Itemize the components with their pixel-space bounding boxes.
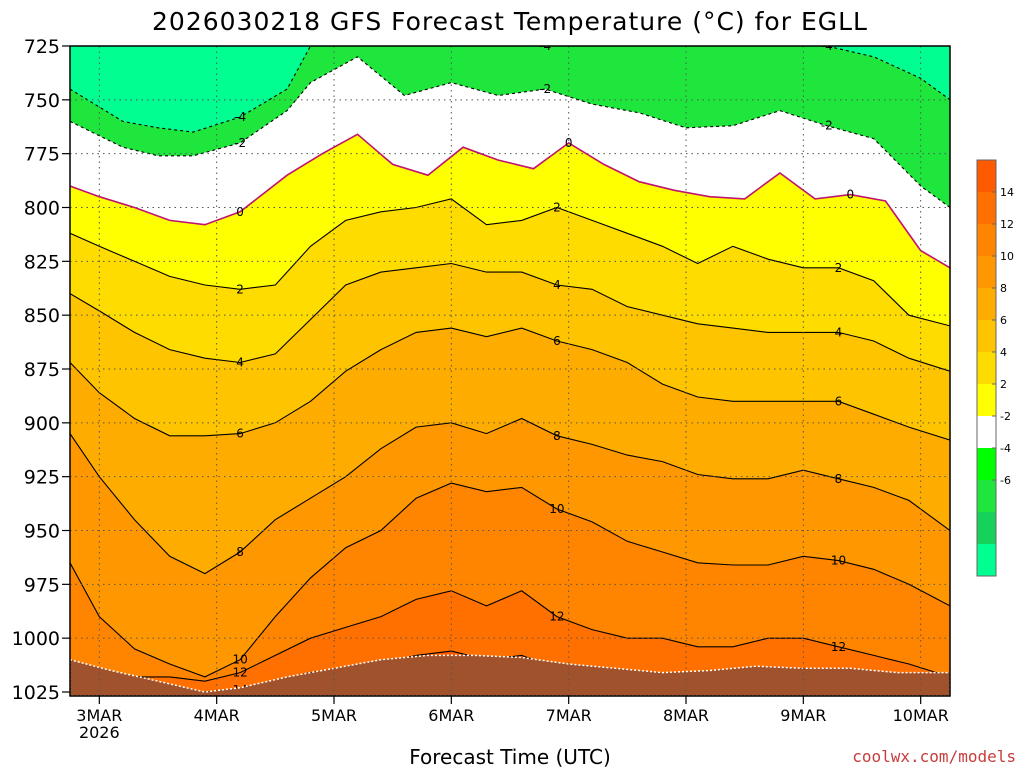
x-tick-label: 10MAR <box>893 706 949 725</box>
isotherm-label-10: 10 <box>232 653 247 667</box>
colorbar-label: -6 <box>1000 474 1011 487</box>
x-tick-label: 4MAR <box>194 706 240 725</box>
colorbar-frame <box>976 159 997 577</box>
isotherm-label-12: 12 <box>232 666 247 680</box>
isotherm-label-6: 6 <box>553 334 561 348</box>
y-tick-label: 850 <box>24 305 60 327</box>
colorbar-label: -2 <box>1000 410 1011 423</box>
isotherm-label-12: 12 <box>549 610 564 624</box>
isotherm-label-0: 0 <box>236 205 244 219</box>
x-tick-label: 8MAR <box>663 706 709 725</box>
isotherm-label-2: 2 <box>236 282 244 296</box>
isotherm--2 <box>70 56 950 208</box>
isotherm-label-4: 4 <box>835 325 843 339</box>
colorbar-segment <box>977 544 996 576</box>
colorbar-segment <box>977 256 996 288</box>
isotherm-label-4: 4 <box>553 278 561 292</box>
band-above-10 <box>70 483 950 696</box>
isotherm-label-6: 6 <box>835 394 843 408</box>
isotherm-0 <box>70 133 950 269</box>
y-tick-label: 925 <box>24 467 60 489</box>
y-tick-label: 750 <box>24 90 60 112</box>
isotherm-label-0: 0 <box>846 188 854 202</box>
isotherm-label-10: 10 <box>831 554 846 568</box>
y-tick-label: 975 <box>24 574 60 596</box>
colorbar-segment <box>977 384 996 416</box>
colorbar-label: 6 <box>1000 314 1007 327</box>
x-tick-label: 6MAR <box>428 706 474 725</box>
y-tick-label: 775 <box>24 144 60 166</box>
credit-text: coolwx.com/models <box>852 747 1016 766</box>
isotherm-label--2: -2 <box>821 119 833 133</box>
x-tick-sublabel: 2026 <box>79 723 120 742</box>
colorbar-segment <box>977 448 996 480</box>
isotherm-label--4: -4 <box>234 110 246 124</box>
isotherm-10 <box>70 482 950 678</box>
isotherm-label--2: -2 <box>539 82 551 96</box>
chart-title: 2026030218 GFS Forecast Temperature (°C)… <box>152 7 868 36</box>
isotherm-label-8: 8 <box>553 429 561 443</box>
colorbar-segment <box>977 160 996 192</box>
isotherm-6 <box>70 327 950 441</box>
x-tick-label: 3MAR <box>76 706 122 725</box>
isotherm-label-10: 10 <box>549 502 564 516</box>
x-tick-label: 7MAR <box>546 706 592 725</box>
y-tick-label: 875 <box>24 359 60 381</box>
isotherm-label-6: 6 <box>236 427 244 441</box>
isotherm-8 <box>70 417 950 575</box>
colorbar-label: -4 <box>1000 442 1011 455</box>
isotherm-4 <box>70 262 950 372</box>
y-tick-label: 1025 <box>12 682 60 704</box>
isotherm-label--4: -4 <box>821 39 833 53</box>
isotherm-label--2: -2 <box>234 136 246 150</box>
isotherm-label-0: 0 <box>565 136 573 150</box>
colorbar-label: 2 <box>1000 378 1007 391</box>
colorbar: 14 12 10 8 6 4 2 -2 -4 -6 <box>976 159 1014 577</box>
colorbar-segment <box>977 288 996 320</box>
x-tick-label: 5MAR <box>311 706 357 725</box>
colorbar-label: 8 <box>1000 282 1007 295</box>
isotherm-label-8: 8 <box>236 545 244 559</box>
y-tick-label: 725 <box>24 36 60 58</box>
isotherm-2 <box>70 198 950 327</box>
isotherm-label-2: 2 <box>835 261 843 275</box>
plot-area: -4-4-4-2-2-20002224446668881010101212121… <box>70 39 950 696</box>
isotherm-label-4: 4 <box>236 356 244 370</box>
colorbar-segment <box>977 192 996 224</box>
colorbar-segment <box>977 224 996 256</box>
colorbar-label: 4 <box>1000 346 1007 359</box>
y-tick-label: 800 <box>24 198 60 220</box>
y-axis: 725 750 775 800 825 850 875 900 925 950 975 1000 102… <box>12 36 70 704</box>
isotherm-label-12: 12 <box>831 640 846 654</box>
x-axis-label: Forecast Time (UTC) <box>409 745 611 768</box>
colorbar-label: 12 <box>1000 218 1014 231</box>
colorbar-segment <box>977 512 996 544</box>
colorbar-segment <box>977 480 996 512</box>
colorbar-segment <box>977 320 996 352</box>
y-tick-label: 1000 <box>12 628 60 650</box>
y-tick-label: 900 <box>24 413 60 435</box>
isotherm-label-2: 2 <box>553 201 561 215</box>
plot-frame <box>69 45 951 697</box>
y-tick-label: 825 <box>24 251 60 273</box>
isotherm-label--4: -4 <box>539 39 551 53</box>
y-tick-label: 950 <box>24 521 60 543</box>
grid-lines <box>70 46 950 696</box>
surface-terrain <box>70 654 950 696</box>
x-tick-label: 9MAR <box>780 706 826 725</box>
colorbar-segment <box>977 416 996 448</box>
colorbar-segment <box>977 352 996 384</box>
colorbar-label: 10 <box>1000 250 1014 263</box>
colorbar-label: 14 <box>1000 186 1014 199</box>
isotherm-label-8: 8 <box>835 472 843 486</box>
